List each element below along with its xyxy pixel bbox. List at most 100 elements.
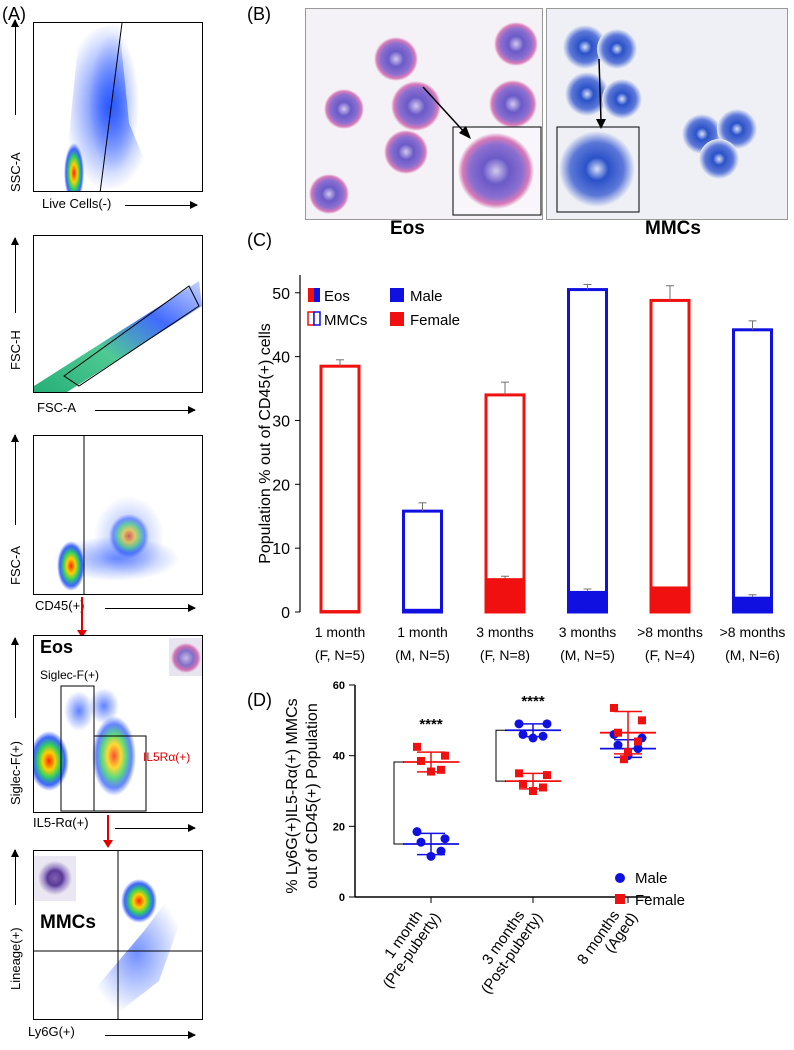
x-arrow (125, 201, 198, 209)
flow-plot-singlets (33, 235, 203, 393)
y-arrow (11, 434, 19, 525)
mmcs-caption: MMCs (645, 218, 701, 239)
flow-plot-eos (33, 635, 203, 813)
bar-mmcs (567, 288, 608, 614)
y-tick-label: 60 (333, 680, 345, 692)
siglec-gate-label: Siglec-F(+) (40, 668, 100, 682)
point-male (542, 719, 552, 729)
y-arrow (11, 849, 19, 905)
flow-plot-live-cells (33, 22, 203, 192)
x-tick-sublabel: (M, N=5) (560, 647, 615, 663)
y-tick-label: 20 (333, 821, 345, 833)
point-female (413, 742, 421, 751)
bar-mmcs (649, 298, 691, 614)
x-tick-sublabel: (F, N=5) (315, 647, 365, 663)
plot5-y-label: Lineage(+) (8, 927, 23, 990)
legend-female-swatch (390, 312, 404, 326)
point-female (515, 769, 523, 778)
x-tick-label: 3 months (476, 624, 534, 640)
bar-eos (733, 596, 772, 612)
y-axis-label: Population % out of CD45(+) cells (257, 323, 274, 564)
y-tick-label: 0 (281, 605, 290, 622)
significance-label: **** (419, 716, 443, 733)
y-tick-label: 30 (272, 413, 290, 430)
significance-label: **** (521, 693, 545, 710)
legend-female-label: Female (410, 312, 460, 329)
panel-label-a: (A) (2, 4, 26, 24)
x-tick-sublabel: (M, N=5) (395, 647, 450, 663)
point-female (519, 779, 527, 788)
y-tick-label: 40 (333, 751, 345, 763)
plot2-x-label: FSC-A (37, 400, 76, 415)
legend-eos-swatch-blue (314, 288, 320, 302)
x-tick-sublabel: (F, N=8) (480, 647, 530, 663)
plot3-x-label: CD45(+) (35, 598, 85, 613)
plot2-y-label: FSC-H (8, 330, 23, 370)
x-tick-label: 3 months (559, 624, 617, 640)
plot1-x-label: Live Cells(-) (42, 196, 112, 211)
point-male (528, 733, 538, 743)
flow-plot-cd45 (33, 435, 203, 595)
plot4-y-label: Siglec-F(+) (8, 741, 23, 805)
significance-bracket (495, 729, 506, 782)
point-female (638, 716, 646, 725)
point-female (437, 765, 445, 774)
y-tick-label: 40 (272, 350, 290, 367)
legend-male-label: Male (410, 288, 443, 305)
point-female (441, 751, 449, 760)
point-female (620, 755, 628, 764)
legend-female-label: Female (635, 892, 685, 909)
mmcs-title: MMCs (40, 912, 96, 933)
y-tick-label: 20 (272, 477, 290, 494)
point-female (624, 748, 632, 757)
legend-mmcs-label: MMCs (324, 312, 367, 329)
y-tick-label: 10 (272, 541, 290, 558)
legend-male-marker (615, 873, 625, 883)
x-arrow (105, 1031, 196, 1039)
plot1-y-label: SSC-A (8, 152, 23, 192)
plot5-x-label: Ly6G(+) (28, 1024, 75, 1039)
legend-eos-label: Eos (324, 288, 350, 305)
chart-d: 0 20 40 60 % Ly6G(+)IL5-Rα(+) MMCs out of CD4… (284, 680, 685, 997)
panel-label-c: (C) (247, 230, 272, 250)
point-female (427, 767, 435, 776)
point-male (412, 827, 422, 837)
x-arrow (95, 406, 196, 414)
bar-mmcs (402, 509, 443, 614)
legend-mmcs-swatch-blue (313, 311, 321, 326)
legend-mmcs-swatch-red (307, 311, 315, 326)
y-axis-label: % Ly6G(+)IL5-Rα(+) MMCs (284, 698, 301, 893)
panel-label-b: (B) (247, 4, 271, 24)
bar-eos (321, 610, 359, 612)
bar-eos (403, 608, 442, 612)
x-tick-label: 1 month (397, 624, 448, 640)
legend-female-marker (615, 894, 625, 904)
point-female (610, 703, 618, 712)
point-female (614, 728, 622, 737)
point-female (539, 783, 547, 792)
x-tick-label: 1 month (315, 624, 366, 640)
y-tick-label: 50 (272, 286, 290, 303)
x-arrow (105, 604, 196, 612)
chart-c: 0 10 20 30 40 50 Population % out of CD45(+) c… (257, 275, 785, 663)
point-female (543, 771, 551, 780)
point-male (538, 731, 548, 741)
eos-title: Eos (40, 637, 74, 657)
point-male (416, 837, 426, 847)
bar-eos (568, 590, 607, 612)
flow-plot-mmcs (33, 850, 203, 1020)
y-arrow (11, 237, 19, 313)
legend-eos-swatch-red (308, 288, 314, 302)
panel-label-d: (D) (247, 690, 272, 710)
x-tick-label: >8 months (637, 624, 703, 640)
plot3-y-label: FSC-A (8, 546, 23, 585)
bar-mmcs (319, 364, 361, 614)
eos-micrograph (305, 8, 543, 220)
x-arrow (115, 824, 196, 832)
point-female (417, 756, 425, 765)
y-axis-label-2: out of CD45(+) Population (304, 703, 321, 888)
point-male (514, 719, 524, 729)
point-male (633, 744, 643, 754)
point-male (436, 846, 446, 856)
il5r-gate-label: IL5Rα(+) (143, 750, 191, 764)
